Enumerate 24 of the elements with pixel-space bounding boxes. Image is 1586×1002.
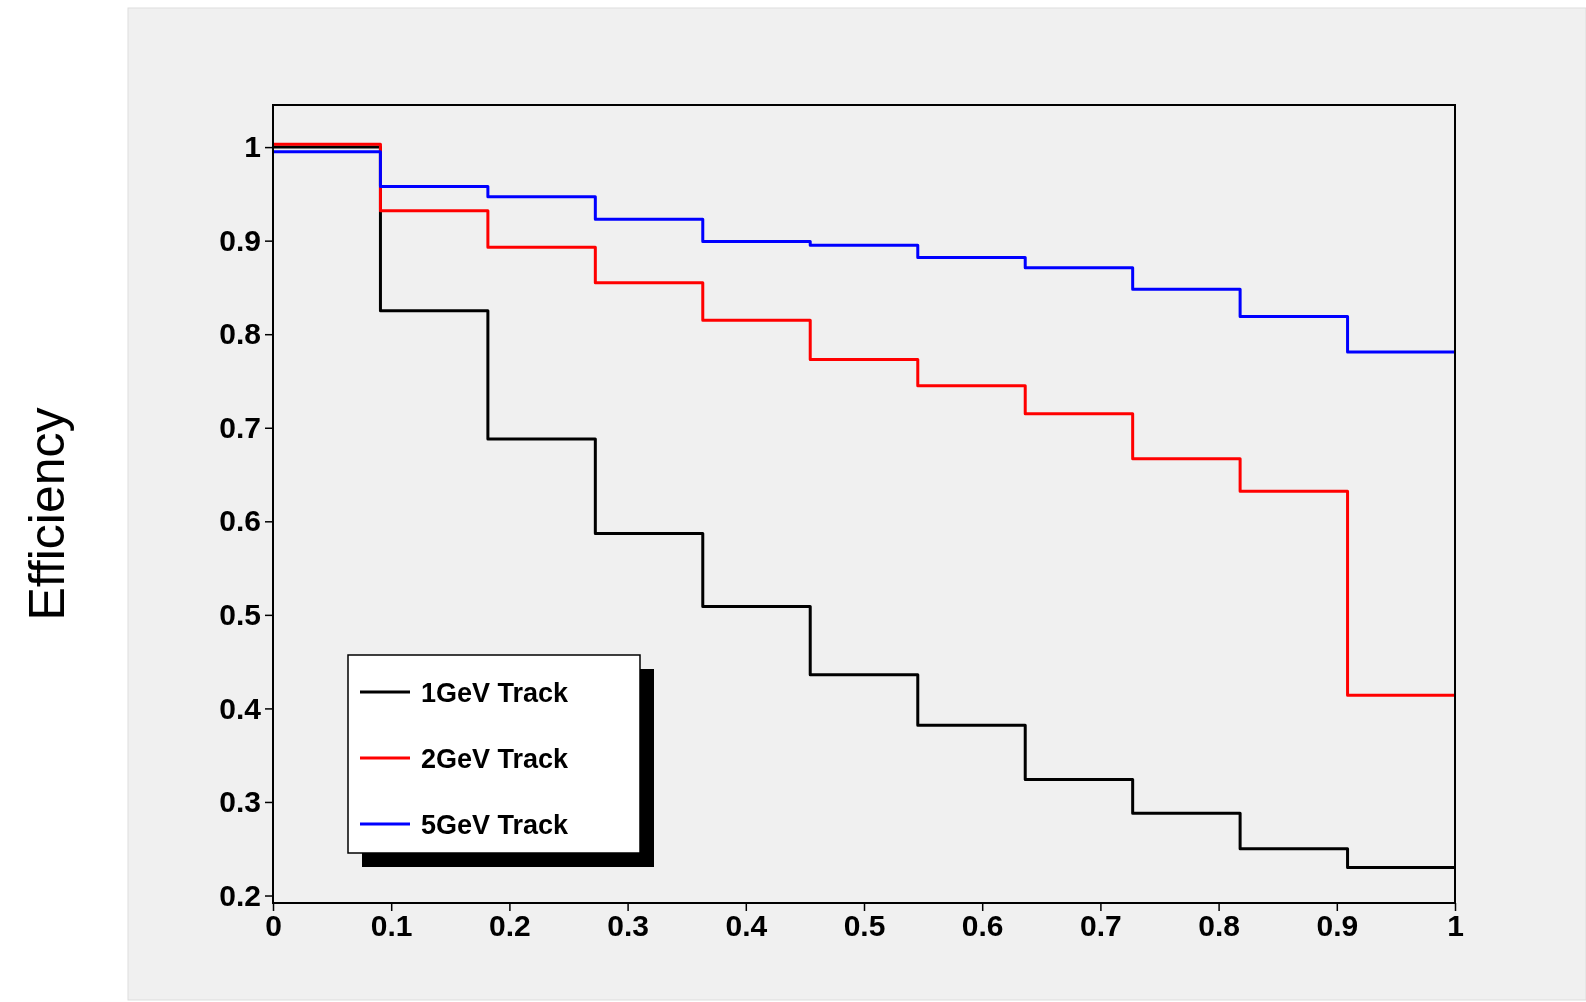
y-tick-label: 0.6 [219,504,261,538]
x-tick-label: 0.8 [1198,909,1240,943]
x-tick-label: 1 [1447,909,1464,943]
legend-label: 2GeV Track [421,744,570,774]
x-tick-label: 0.6 [961,909,1004,943]
legend-label: 1GeV Track [421,678,570,708]
y-tick-label: 0.5 [219,597,261,631]
y-tick-label: 0.3 [219,785,261,819]
x-tick-label: 0.1 [370,909,413,943]
y-tick-label: 0.4 [219,691,262,725]
x-tick-label: 0.5 [843,909,886,943]
legend-label: 5GeV Track [421,810,570,840]
y-tick-label: 0.7 [219,410,261,444]
x-tick-label: 0 [265,909,282,943]
x-tick-label: 0.2 [489,909,531,943]
y-tick-label: 1 [244,130,261,164]
y-tick-label: 0.9 [219,223,261,257]
x-tick-label: 0.4 [725,909,768,943]
x-tick-label: 0.3 [607,909,649,943]
x-tick-label: 0.9 [1316,909,1359,943]
y-tick-label: 0.2 [219,878,261,912]
y-tick-label: 0.8 [219,317,261,351]
y-axis-title: Efficiency [19,407,75,621]
x-tick-label: 0.7 [1080,909,1122,943]
